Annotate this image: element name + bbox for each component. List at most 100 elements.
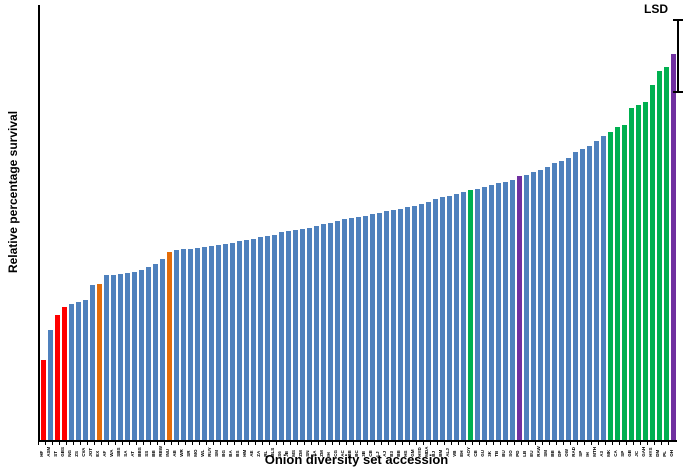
bar-cell <box>397 5 404 440</box>
bar <box>293 230 298 440</box>
bar-cell <box>117 5 124 440</box>
bar <box>405 207 410 440</box>
bar-cell <box>285 5 292 440</box>
bar-cell <box>250 5 257 440</box>
bar-cell <box>411 5 418 440</box>
bar-cell <box>446 5 453 440</box>
bar-cell <box>390 5 397 440</box>
bar-cell <box>656 5 663 440</box>
bar <box>104 275 109 440</box>
bar-cell <box>558 5 565 440</box>
bar-cell <box>418 5 425 440</box>
bar-cell <box>586 5 593 440</box>
bar <box>489 185 494 440</box>
bar <box>118 273 123 440</box>
bar-cell <box>649 5 656 440</box>
bar <box>314 225 319 440</box>
bar-cell <box>236 5 243 440</box>
lsd-line <box>677 20 679 92</box>
bar <box>426 201 431 440</box>
bar-cell <box>621 5 628 440</box>
bar <box>552 163 557 440</box>
bar-cell <box>131 5 138 440</box>
bar-cell <box>341 5 348 440</box>
bar-cell <box>194 5 201 440</box>
bar <box>328 222 333 440</box>
bar <box>601 135 606 440</box>
bar-cell <box>320 5 327 440</box>
bar-cell <box>439 5 446 440</box>
bar-cell <box>670 5 677 440</box>
bar-cell <box>110 5 117 440</box>
bar <box>657 70 662 440</box>
bar <box>587 145 592 440</box>
bar <box>251 238 256 440</box>
bar <box>223 243 228 440</box>
bar-cell <box>54 5 61 440</box>
bar-cell <box>642 5 649 440</box>
bar <box>265 236 270 440</box>
bar <box>90 285 95 440</box>
bar <box>615 126 620 440</box>
bar <box>573 151 578 440</box>
bar <box>300 229 305 440</box>
bar-cell <box>271 5 278 440</box>
bar <box>650 85 655 440</box>
bar <box>447 195 452 440</box>
bar <box>279 232 284 440</box>
bar-cell <box>152 5 159 440</box>
bar-cell <box>208 5 215 440</box>
bar <box>510 179 515 440</box>
bar-cell <box>299 5 306 440</box>
bar <box>146 266 151 440</box>
bar <box>664 66 669 440</box>
bar <box>97 283 102 440</box>
y-axis-ticks: 0102030405060708090100 <box>2 5 38 440</box>
bar <box>216 245 221 440</box>
bar-cell <box>474 5 481 440</box>
bar <box>517 176 522 440</box>
bar-cell <box>663 5 670 440</box>
bar-cell <box>376 5 383 440</box>
bar-cell <box>404 5 411 440</box>
bar <box>636 104 641 440</box>
bar <box>475 188 480 440</box>
bar <box>335 220 340 440</box>
bar-cell <box>138 5 145 440</box>
bar <box>174 250 179 440</box>
lsd-label: LSD <box>644 2 668 16</box>
bar-cell <box>243 5 250 440</box>
bar <box>524 174 529 440</box>
bar <box>188 248 193 440</box>
bar <box>398 208 403 440</box>
bar-cell <box>96 5 103 440</box>
bar <box>468 190 473 440</box>
bar <box>559 160 564 440</box>
bar-cell <box>201 5 208 440</box>
bar-cell <box>180 5 187 440</box>
bar <box>209 246 214 440</box>
bar <box>363 215 368 440</box>
bar <box>622 125 627 440</box>
bar <box>384 211 389 440</box>
bar-cell <box>523 5 530 440</box>
bar <box>202 247 207 440</box>
bar-cell <box>334 5 341 440</box>
bar <box>349 218 354 440</box>
bar <box>195 248 200 440</box>
bar <box>377 212 382 440</box>
bar <box>286 231 291 440</box>
bar-cell <box>537 5 544 440</box>
bar <box>272 234 277 440</box>
bar <box>356 216 361 440</box>
bar <box>167 251 172 440</box>
x-axis-title: Onion diversity set accession <box>264 452 449 467</box>
bar-cell <box>355 5 362 440</box>
bar <box>76 302 81 440</box>
bar-cell <box>278 5 285 440</box>
bar <box>153 264 158 440</box>
bar <box>111 274 116 440</box>
bar-cell <box>61 5 68 440</box>
bar-cell <box>103 5 110 440</box>
bar-cell <box>257 5 264 440</box>
